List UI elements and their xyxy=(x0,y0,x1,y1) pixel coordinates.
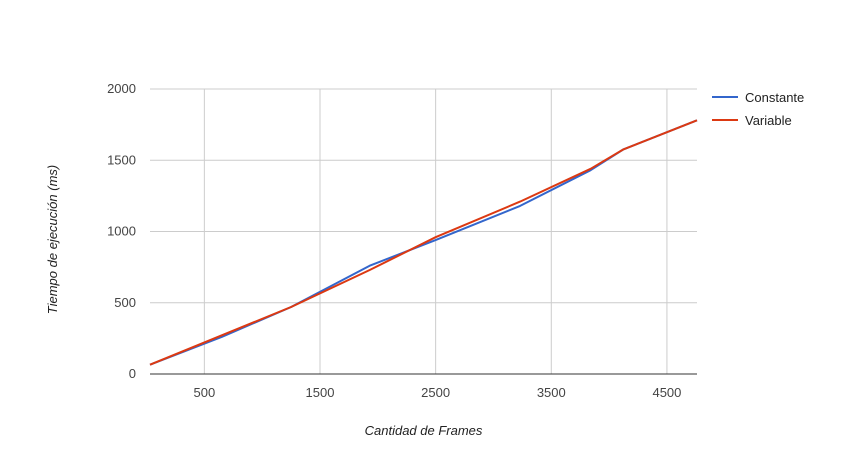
legend-label-constante: Constante xyxy=(745,90,804,105)
legend: Constante Variable xyxy=(712,90,804,128)
tick-labels: 0 500 1000 1500 2000 500 1500 2500 3500 4500 xyxy=(107,81,681,400)
y-tick-label: 1000 xyxy=(107,224,136,239)
legend-label-variable: Variable xyxy=(745,113,792,128)
x-tick-label: 4500 xyxy=(652,385,681,400)
y-tick-label: 0 xyxy=(129,366,136,381)
series-layer xyxy=(149,119,698,366)
y-tick-label: 500 xyxy=(114,295,136,310)
y-axis-title: Tiempo de ejecución (ms) xyxy=(45,165,60,314)
y-tick-label: 2000 xyxy=(107,81,136,96)
x-axis-title: Cantidad de Frames xyxy=(365,423,483,438)
x-tick-label: 1500 xyxy=(306,385,335,400)
y-tick-label: 1500 xyxy=(107,152,136,167)
gridlines xyxy=(150,88,697,374)
x-tick-label: 2500 xyxy=(421,385,450,400)
series-line-variable xyxy=(149,119,698,366)
x-tick-label: 3500 xyxy=(537,385,566,400)
x-tick-label: 500 xyxy=(194,385,216,400)
